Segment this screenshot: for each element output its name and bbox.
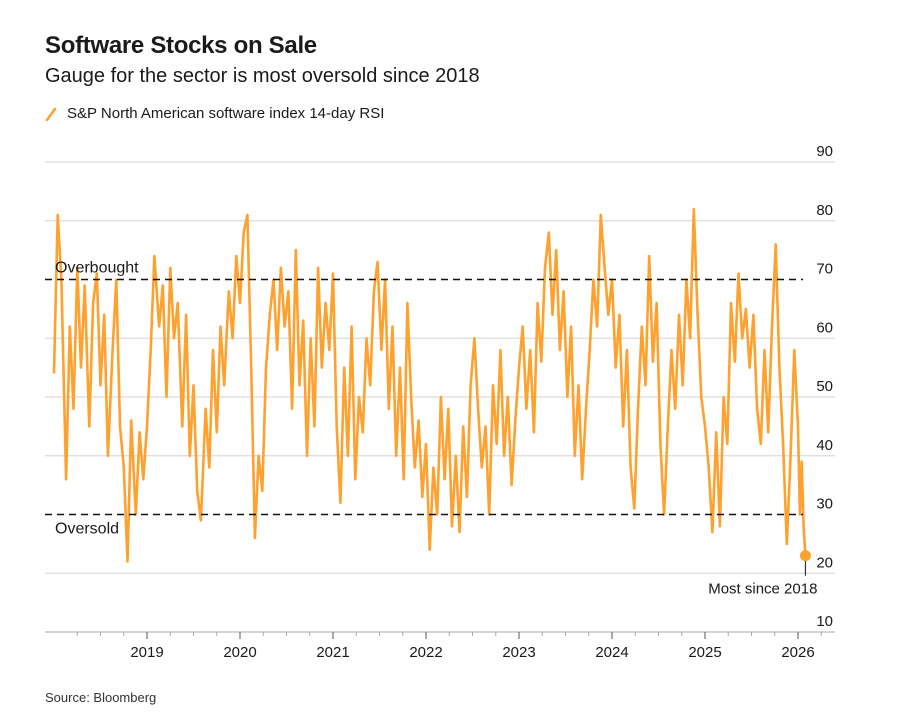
x-tick-label: 2020 bbox=[223, 644, 256, 661]
y-tick-label: 60 bbox=[816, 319, 833, 336]
y-tick-label: 70 bbox=[816, 261, 833, 278]
x-tick-label: 2024 bbox=[595, 644, 628, 661]
x-tick-label: 2019 bbox=[130, 644, 163, 661]
rsi-series-line bbox=[52, 207, 807, 563]
y-tick-label: 30 bbox=[816, 496, 833, 513]
x-tick-label: 2026 bbox=[781, 644, 814, 661]
chart-subtitle: Gauge for the sector is most oversold si… bbox=[45, 65, 480, 87]
latest-value-dot bbox=[799, 550, 811, 562]
reference-label-oversold: Oversold bbox=[55, 521, 119, 538]
x-tick-label: 2023 bbox=[502, 644, 535, 661]
legend-line-icon bbox=[45, 107, 57, 121]
y-tick-label: 50 bbox=[816, 378, 833, 395]
source-note: Source: Bloomberg bbox=[45, 690, 157, 705]
annotation-label: Most since 2018 bbox=[708, 581, 817, 598]
y-tick-label: 40 bbox=[816, 437, 833, 454]
x-tick-label: 2022 bbox=[409, 644, 442, 661]
y-tick-label: 10 bbox=[816, 613, 833, 630]
y-tick-label: 90 bbox=[816, 143, 833, 160]
x-tick-label: 2025 bbox=[688, 644, 721, 661]
x-tick-label: 2021 bbox=[316, 644, 349, 661]
chart-title: Software Stocks on Sale bbox=[45, 32, 317, 59]
legend: S&P North American software index 14-day… bbox=[45, 105, 384, 122]
y-tick-label: 80 bbox=[816, 202, 833, 219]
legend-label: S&P North American software index 14-day… bbox=[67, 105, 385, 122]
reference-label-overbought: Overbought bbox=[55, 260, 139, 277]
y-tick-label: 20 bbox=[816, 554, 833, 571]
